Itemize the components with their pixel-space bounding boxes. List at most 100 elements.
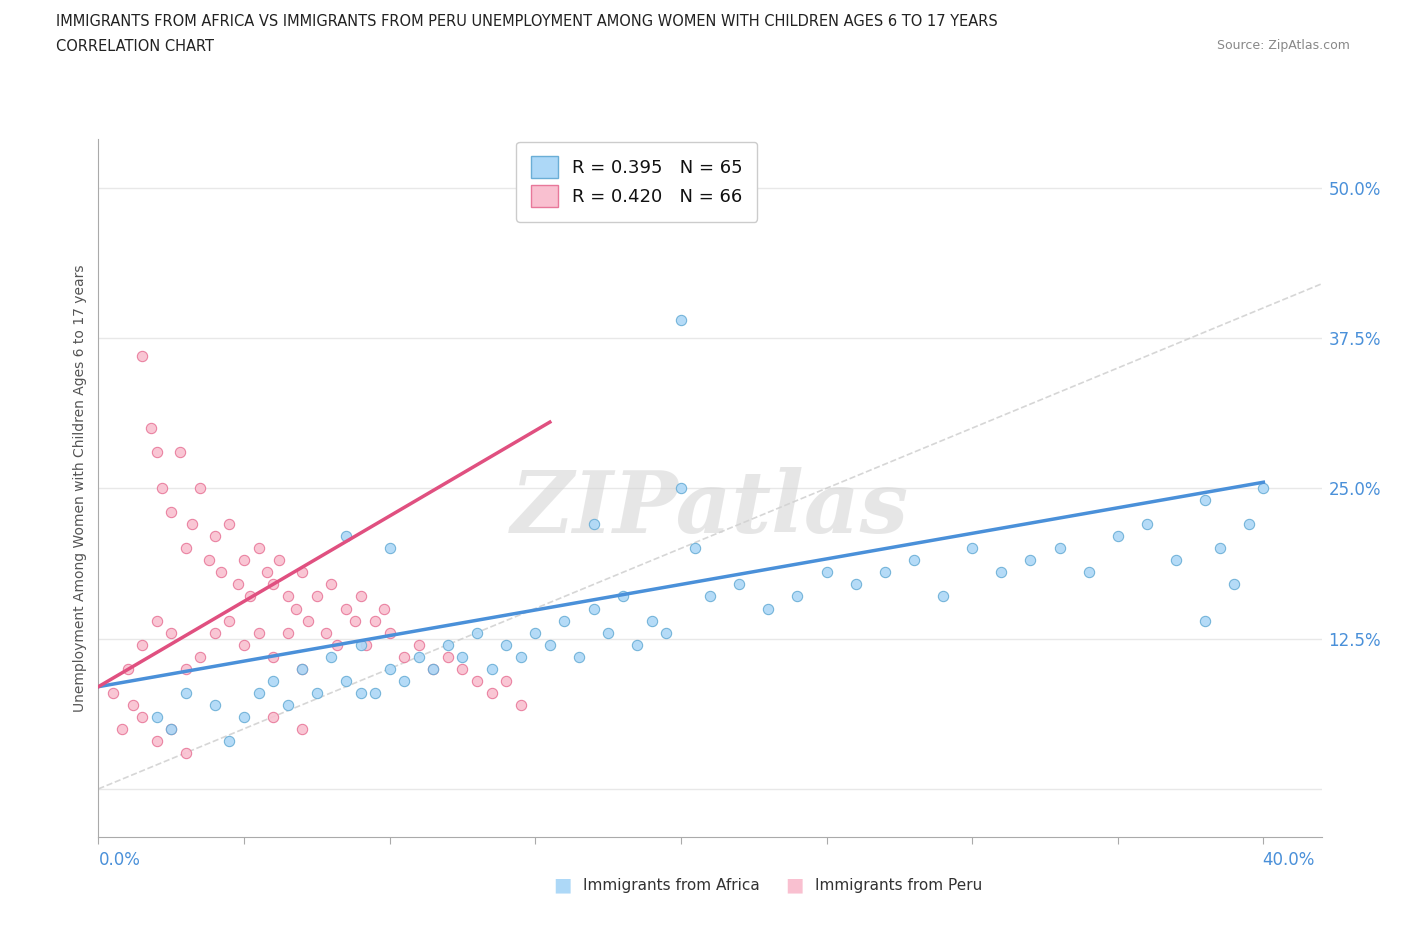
Point: [111, 722, 134, 737]
Point: [1194, 613, 1216, 628]
Point: [233, 710, 256, 724]
Point: [932, 589, 955, 604]
Point: [291, 565, 314, 580]
Point: [1077, 565, 1099, 580]
Point: [612, 589, 634, 604]
Point: [451, 649, 474, 664]
Point: [131, 710, 153, 724]
Point: [145, 613, 167, 628]
Point: [218, 613, 240, 628]
Point: [509, 698, 531, 712]
Point: [699, 589, 721, 604]
Point: [145, 710, 167, 724]
Point: [538, 637, 561, 652]
Point: [285, 601, 308, 616]
Point: [378, 541, 401, 556]
Point: [960, 541, 983, 556]
Point: [291, 722, 314, 737]
Point: [596, 625, 619, 640]
Point: [481, 661, 503, 676]
Point: [291, 661, 314, 676]
Point: [267, 553, 290, 568]
Text: IMMIGRANTS FROM AFRICA VS IMMIGRANTS FROM PERU UNEMPLOYMENT AMONG WOMEN WITH CHI: IMMIGRANTS FROM AFRICA VS IMMIGRANTS FRO…: [56, 14, 998, 29]
Point: [1237, 517, 1260, 532]
Point: [122, 698, 145, 712]
Point: [903, 553, 925, 568]
Point: [1019, 553, 1042, 568]
Point: [218, 517, 240, 532]
Point: [378, 661, 401, 676]
Point: [262, 710, 284, 724]
Point: [256, 565, 278, 580]
Point: [152, 481, 174, 496]
Point: [553, 613, 575, 628]
Point: [277, 625, 299, 640]
Point: [378, 625, 401, 640]
Point: [291, 661, 314, 676]
Point: [364, 613, 387, 628]
Point: [188, 649, 212, 664]
Point: [373, 601, 395, 616]
Point: [655, 625, 678, 640]
Point: [174, 685, 197, 700]
Legend: R = 0.395   N = 65, R = 0.420   N = 66: R = 0.395 N = 65, R = 0.420 N = 66: [516, 141, 758, 221]
Point: [437, 649, 460, 664]
Point: [465, 625, 488, 640]
Point: [408, 649, 430, 664]
Point: [335, 673, 357, 688]
Point: [101, 685, 124, 700]
Point: [305, 685, 328, 700]
Point: [451, 661, 474, 676]
Point: [247, 685, 270, 700]
Point: [626, 637, 648, 652]
Point: [218, 734, 240, 749]
Point: [188, 481, 212, 496]
Point: [509, 649, 531, 664]
Point: [1223, 577, 1246, 591]
Point: [349, 589, 371, 604]
Point: [180, 517, 202, 532]
Point: [669, 312, 692, 327]
Point: [204, 698, 226, 712]
Point: [233, 637, 256, 652]
Point: [326, 637, 349, 652]
Point: [873, 565, 896, 580]
Point: [277, 589, 299, 604]
Point: [160, 505, 183, 520]
Point: [305, 589, 328, 604]
Point: [160, 722, 183, 737]
Point: [392, 673, 416, 688]
Point: [160, 625, 183, 640]
Point: [145, 445, 167, 459]
Point: [1136, 517, 1159, 532]
Point: [524, 625, 547, 640]
Text: Immigrants from Africa: Immigrants from Africa: [583, 878, 761, 893]
Point: [169, 445, 191, 459]
Point: [321, 649, 343, 664]
Point: [392, 649, 416, 664]
Point: [1107, 529, 1129, 544]
Point: [262, 649, 284, 664]
Point: [465, 673, 488, 688]
Point: [1049, 541, 1071, 556]
Point: [685, 541, 707, 556]
Point: [198, 553, 221, 568]
Point: [262, 673, 284, 688]
Text: CORRELATION CHART: CORRELATION CHART: [56, 39, 214, 54]
Point: [408, 637, 430, 652]
Point: [641, 613, 664, 628]
Point: [495, 637, 517, 652]
Point: [226, 577, 249, 591]
Point: [204, 529, 226, 544]
Point: [356, 637, 378, 652]
Point: [131, 637, 153, 652]
Y-axis label: Unemployment Among Women with Children Ages 6 to 17 years: Unemployment Among Women with Children A…: [73, 264, 87, 712]
Point: [786, 589, 808, 604]
Point: [209, 565, 232, 580]
Point: [990, 565, 1012, 580]
Point: [117, 661, 139, 676]
Point: [364, 685, 387, 700]
Point: [669, 481, 692, 496]
Text: 0.0%: 0.0%: [98, 851, 141, 870]
Text: ■: ■: [785, 876, 804, 895]
